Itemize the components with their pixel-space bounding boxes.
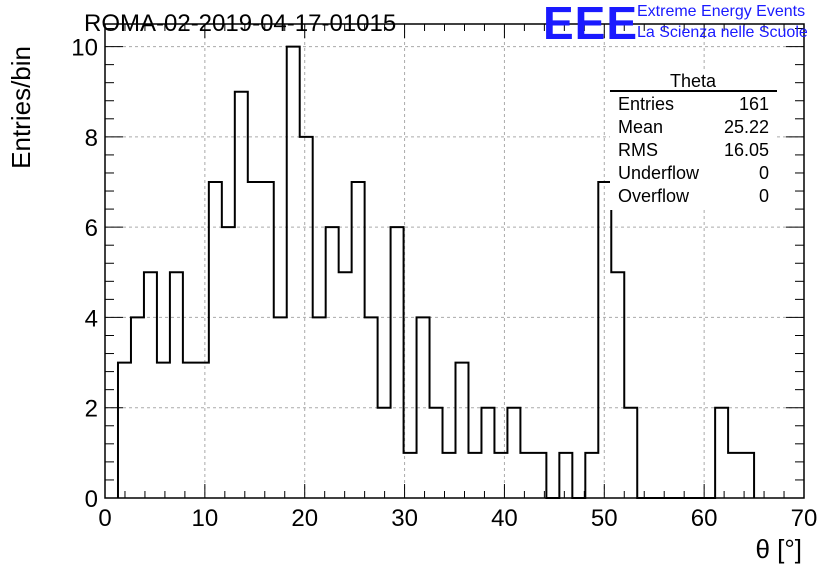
histogram-bin [585,453,598,498]
histogram-bin [131,317,144,498]
histogram-bin [339,272,352,498]
y-axis-label: Entries/bin [6,46,36,169]
y-tick-label: 6 [85,215,98,242]
x-axis-label: θ [°] [755,534,802,564]
histogram-bin [391,227,404,498]
y-tick-label: 2 [85,396,98,423]
stats-row-label: Entries [618,94,674,114]
histogram-bin [365,317,378,498]
x-tick-label: 40 [491,505,518,532]
histogram-bin [455,363,468,498]
histogram-bin [520,453,533,498]
plot-title: ROMA-02-2019-04-17-01015 [84,10,397,37]
histogram-bin [611,272,624,498]
stats-row-value: 25.22 [724,117,769,137]
histogram-bin [378,408,391,498]
histogram-bin [170,272,183,498]
y-tick-label: 8 [85,125,98,152]
stats-row-label: RMS [618,140,658,160]
histogram-bin [443,453,456,498]
histogram-bin [533,453,546,498]
histogram-bin [494,453,507,498]
org-name-line1: Extreme Energy Events [637,3,806,20]
y-tick-label: 4 [85,305,98,332]
histogram-bin [481,408,494,498]
histogram-bin [209,182,222,498]
x-tick-label: 60 [691,505,718,532]
x-tick-label: 0 [98,505,111,532]
histogram-bin [300,137,313,498]
histogram-bin [715,408,728,498]
histogram-bin [274,317,287,498]
stats-row-value: 16.05 [724,140,769,160]
histogram-bin [352,182,365,498]
histogram-bin [222,227,235,498]
histogram-bin [261,182,274,498]
histogram-bin [118,363,131,498]
histogram-bin [313,317,326,498]
axis-titles: θ [°] Entries/bin [6,46,802,564]
stats-row-label: Overflow [618,186,690,206]
axis-ticks [104,24,805,499]
histogram-bin [741,453,754,498]
org-name-line2: La Scienza nelle Scuole [637,24,808,41]
stats-row-value: 0 [759,163,769,183]
histogram-bin [404,453,417,498]
x-tick-label: 30 [391,505,418,532]
histogram-bin [196,363,209,498]
y-tick-label: 0 [85,486,98,513]
x-tick-label: 10 [192,505,219,532]
stats-box-title: Theta [670,71,717,91]
stats-row-label: Underflow [618,163,700,183]
histogram-bin [248,182,261,498]
histogram-bin [235,92,248,498]
histogram-outline [116,45,756,499]
histogram-bin [157,363,170,498]
plot-frame [104,23,805,499]
histogram-bin [728,453,741,498]
histogram-bin [430,408,443,498]
tick-labels: 0 10 20 30 40 50 60 70 0 2 4 6 8 10 [71,35,817,532]
histogram-bin [624,408,637,498]
histogram-bin [507,408,520,498]
histogram-bin [417,317,430,498]
histogram-bin [468,453,481,498]
histogram-bin [287,47,300,498]
stats-box: Theta Entries 161 Mean 25.22 RMS 16.05 Underfl… [610,71,777,210]
stats-row-value: 161 [739,94,769,114]
axes-frame [104,23,805,499]
histogram-bin [598,182,611,498]
stats-row-label: Mean [618,117,663,137]
stats-rows: Entries 161 Mean 25.22 RMS 16.05 Underflow 0 Ove… [618,94,769,206]
x-tick-label: 70 [791,505,818,532]
stats-box-background [610,72,777,210]
y-tick-label: 10 [71,35,98,62]
histogram-bin [183,363,196,498]
x-tick-label: 20 [291,505,318,532]
x-tick-label: 50 [591,505,618,532]
histogram-bin [144,272,157,498]
histogram-bars [116,45,756,499]
histogram-bin [559,453,572,498]
eee-logo: EEE [543,0,639,49]
histogram-bin [326,227,339,498]
stats-row-value: 0 [759,186,769,206]
